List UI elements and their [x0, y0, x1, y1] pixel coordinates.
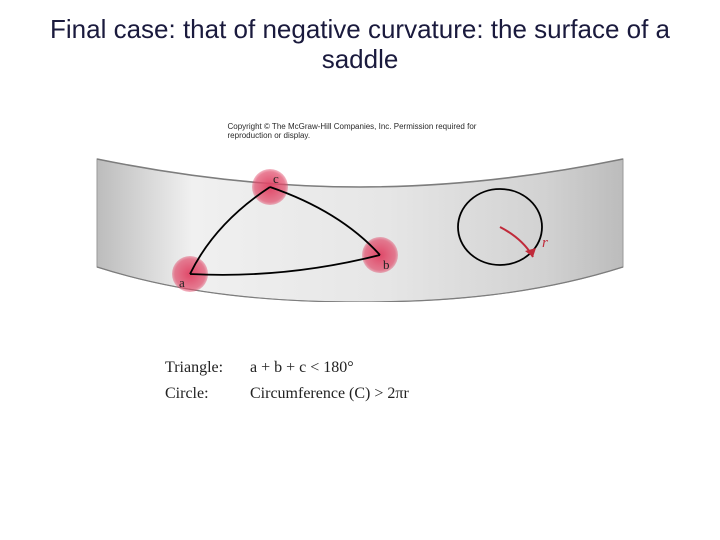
formula-row-circle: Circle: Circumference (C) > 2πr	[165, 381, 409, 407]
formula-label-triangle: Triangle:	[165, 355, 250, 381]
saddle-figure: Copyright © The McGraw-Hill Companies, I…	[95, 122, 625, 322]
radius-label: r	[542, 235, 548, 251]
vertex-label-c: c	[273, 171, 279, 186]
formula-expr-circle: Circumference (C) > 2πr	[250, 381, 409, 407]
formula-label-circle: Circle:	[165, 381, 250, 407]
formula-row-triangle: Triangle: a + b + c < 180°	[165, 355, 409, 381]
saddle-svg: a b c r	[95, 147, 625, 302]
copyright-text: Copyright © The McGraw-Hill Companies, I…	[228, 122, 493, 140]
vertex-label-b: b	[383, 257, 390, 272]
vertex-label-a: a	[179, 275, 185, 290]
formula-expr-triangle: a + b + c < 180°	[250, 355, 354, 381]
formula-block: Triangle: a + b + c < 180° Circle: Circu…	[165, 355, 409, 406]
slide-title: Final case: that of negative curvature: …	[50, 15, 670, 75]
